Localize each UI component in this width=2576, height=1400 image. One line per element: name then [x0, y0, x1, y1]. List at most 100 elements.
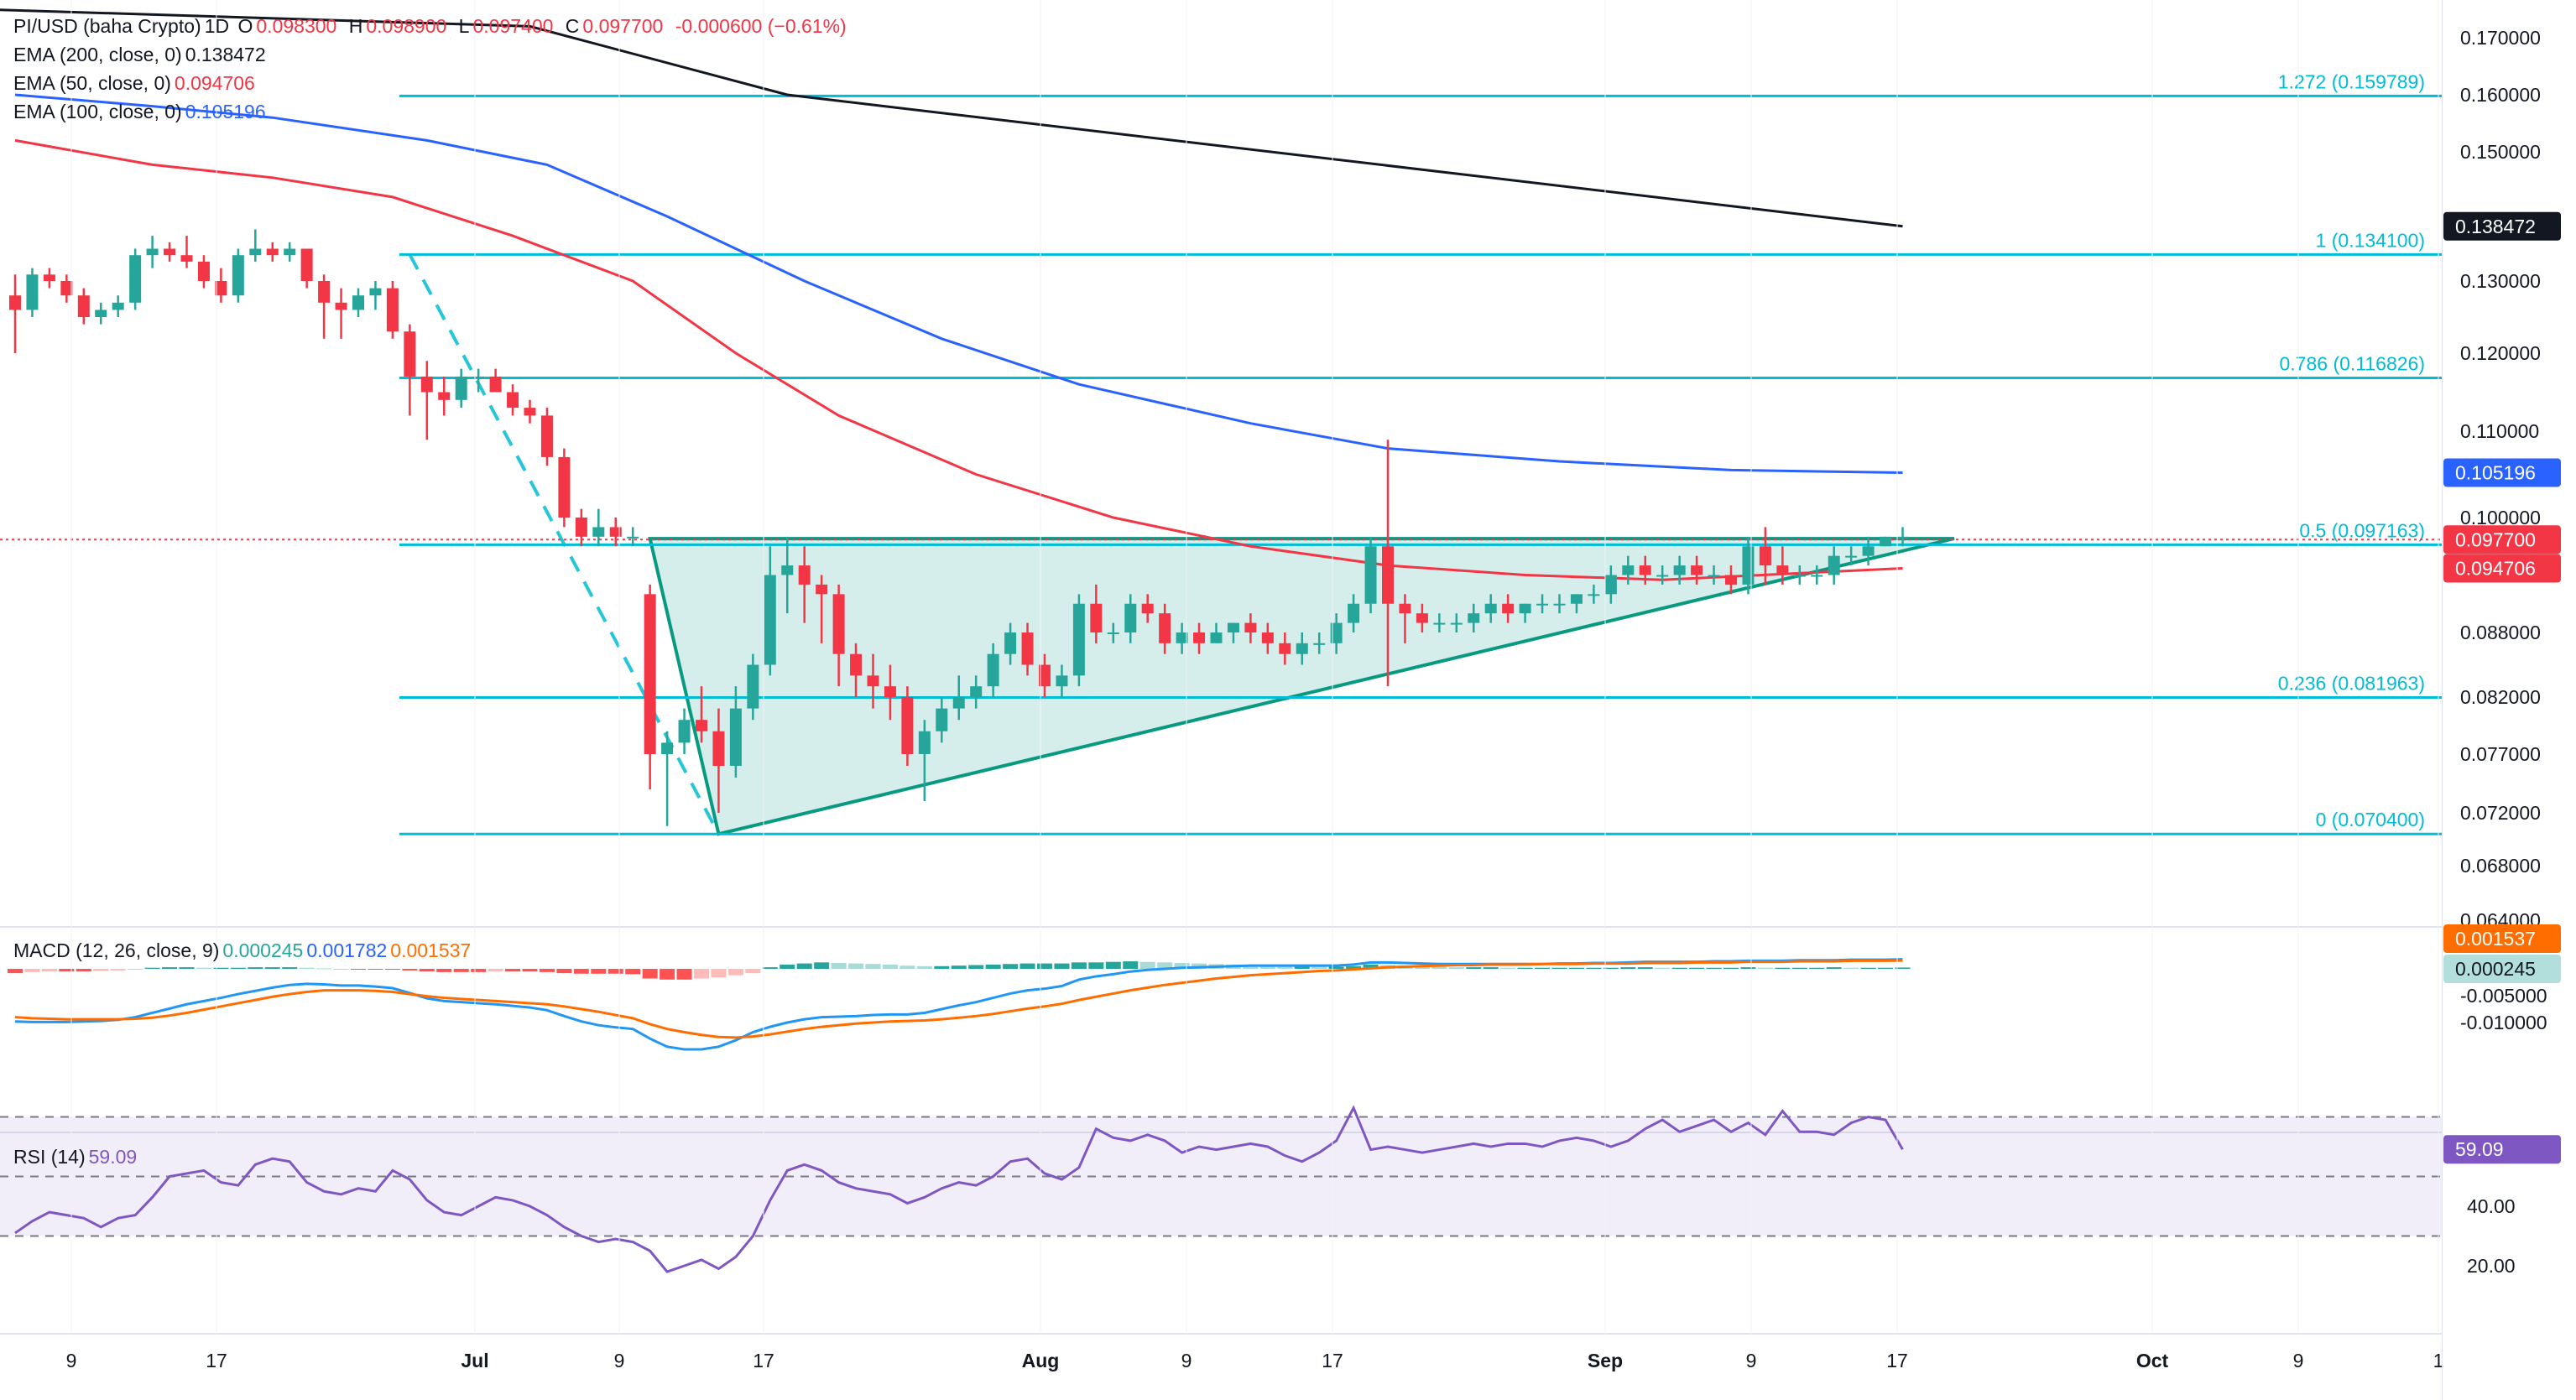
macd-histogram-bar	[333, 969, 349, 970]
macd-histogram-bar	[1809, 967, 1825, 969]
candle-body	[1416, 613, 1428, 623]
candle-body	[609, 527, 622, 537]
candle-body	[249, 248, 262, 256]
candle-body	[816, 584, 828, 595]
macd-histogram-bar	[282, 967, 298, 969]
ema100-value: 0.105196	[185, 101, 266, 122]
candle-body	[1107, 632, 1119, 634]
candle-body	[1159, 613, 1171, 643]
candle-body	[1433, 622, 1446, 625]
candle-body	[1793, 575, 1806, 577]
candle-body	[489, 376, 502, 393]
candle-body	[952, 697, 965, 709]
ema50-value: 0.094706	[174, 72, 255, 94]
interval-label[interactable]: 1D	[204, 15, 230, 37]
candle-body	[284, 248, 296, 256]
price-tag	[2443, 554, 2561, 583]
candle-body	[1656, 575, 1669, 577]
rsi-line	[14, 1105, 1904, 1273]
rsi-legend[interactable]: RSI (14) 59.09	[13, 1146, 138, 1168]
candle-body	[1570, 594, 1583, 604]
macd-histogram-bar	[1363, 964, 1379, 969]
candle-body	[1811, 575, 1823, 577]
macd-histogram-bar	[1448, 967, 1464, 969]
candle-body	[1124, 603, 1137, 632]
time-axis-label: Oct	[2136, 1350, 2169, 1371]
candle-body	[60, 281, 73, 296]
candle-body	[1141, 603, 1154, 614]
macd-histogram-bar	[1568, 967, 1584, 969]
candle-body	[1039, 664, 1051, 687]
candle-body	[1450, 622, 1463, 625]
signal-line	[14, 959, 1903, 1039]
rsi-tick-label: 20.00	[2467, 1255, 2516, 1277]
fib-level-label: 0.786 (0.116826)	[2280, 353, 2426, 375]
macd-histogram-bar	[1431, 966, 1447, 969]
symbol-name[interactable]: PI/USD (baha Crypto)	[13, 15, 201, 37]
candle-body	[1896, 536, 1909, 539]
macd-histogram-bar	[1037, 963, 1052, 969]
candle-body	[901, 697, 914, 754]
macd-histogram-bar	[453, 969, 469, 972]
candle-body	[712, 731, 725, 766]
price-tick-label: 0.150000	[2460, 141, 2541, 163]
high-value: 0.098900	[366, 15, 447, 37]
price-tick-label: 0.110000	[2460, 420, 2539, 442]
fib-level-label: 0.236 (0.081963)	[2278, 673, 2425, 695]
macd-histogram-bar	[814, 962, 830, 969]
candle-body	[1382, 546, 1394, 604]
macd-histogram-bar	[642, 969, 658, 979]
price-tick-label: 0.077000	[2460, 743, 2541, 765]
candle-body	[1588, 594, 1600, 596]
macd-histogram-bar	[951, 965, 967, 969]
macd-histogram-bar	[848, 963, 864, 969]
candle-body	[524, 408, 536, 416]
time-axis-label: 17	[1322, 1350, 1343, 1371]
time-axis-label: 9	[1746, 1350, 1757, 1371]
macd-histogram-bar	[1243, 965, 1259, 969]
ema50-legend[interactable]: EMA (50, close, 0) 0.094706	[13, 72, 255, 94]
macd-histogram-bar	[1517, 967, 1533, 969]
candle-body	[180, 255, 193, 262]
macd-value: 0.001782	[306, 939, 388, 961]
candle-body	[558, 456, 571, 518]
close-value: 0.097700	[582, 15, 664, 37]
macd-legend[interactable]: MACD (12, 26, close, 9) 0.000245 0.001782 0…	[13, 939, 472, 961]
macd-histogram-bar	[591, 969, 607, 974]
macd-histogram-bar	[556, 969, 572, 974]
candle-body	[1468, 613, 1480, 623]
macd-histogram-bar	[1826, 967, 1842, 969]
price-tag-label: 0.094706	[2455, 557, 2536, 579]
macd-histogram-bar	[488, 969, 503, 972]
candle-body	[438, 392, 451, 400]
time-axis-label: 9	[614, 1350, 625, 1371]
ema200-legend[interactable]: EMA (200, close, 0) 0.138472	[13, 44, 266, 65]
ema100-legend[interactable]: EMA (100, close, 0) 0.105196	[13, 101, 266, 122]
time-axis-label: 9	[1181, 1350, 1192, 1371]
candle-body	[404, 331, 416, 377]
candle-body	[1828, 555, 1840, 575]
price-tick-label: 0.100000	[2460, 507, 2541, 528]
candle-body	[352, 295, 364, 310]
ema100-line	[14, 93, 1903, 474]
price-tag-label: 0.097700	[2455, 528, 2536, 550]
candle-body	[1090, 603, 1103, 632]
macd-histogram-bar	[694, 969, 709, 979]
macd-hist-tag	[2443, 955, 2561, 983]
price-tick-label: 0.170000	[2460, 27, 2541, 49]
macd-histogram-bar	[762, 967, 778, 969]
candle-body	[1725, 575, 1737, 585]
candle-body	[266, 248, 279, 256]
change-value: -0.000600 (−0.61%)	[675, 15, 847, 37]
macd-hist-tag-label: 0.000245	[2455, 958, 2536, 980]
macd-histogram-bar	[1003, 964, 1019, 969]
candle-body	[335, 302, 347, 310]
macd-histogram-bar	[916, 965, 932, 969]
candle-body	[369, 288, 382, 296]
candle-body	[1279, 643, 1291, 654]
candle-body	[1604, 575, 1617, 595]
macd-histogram-bar	[1328, 966, 1344, 969]
macd-histogram-bar	[41, 969, 57, 972]
macd-histogram-bar	[1878, 967, 1894, 969]
